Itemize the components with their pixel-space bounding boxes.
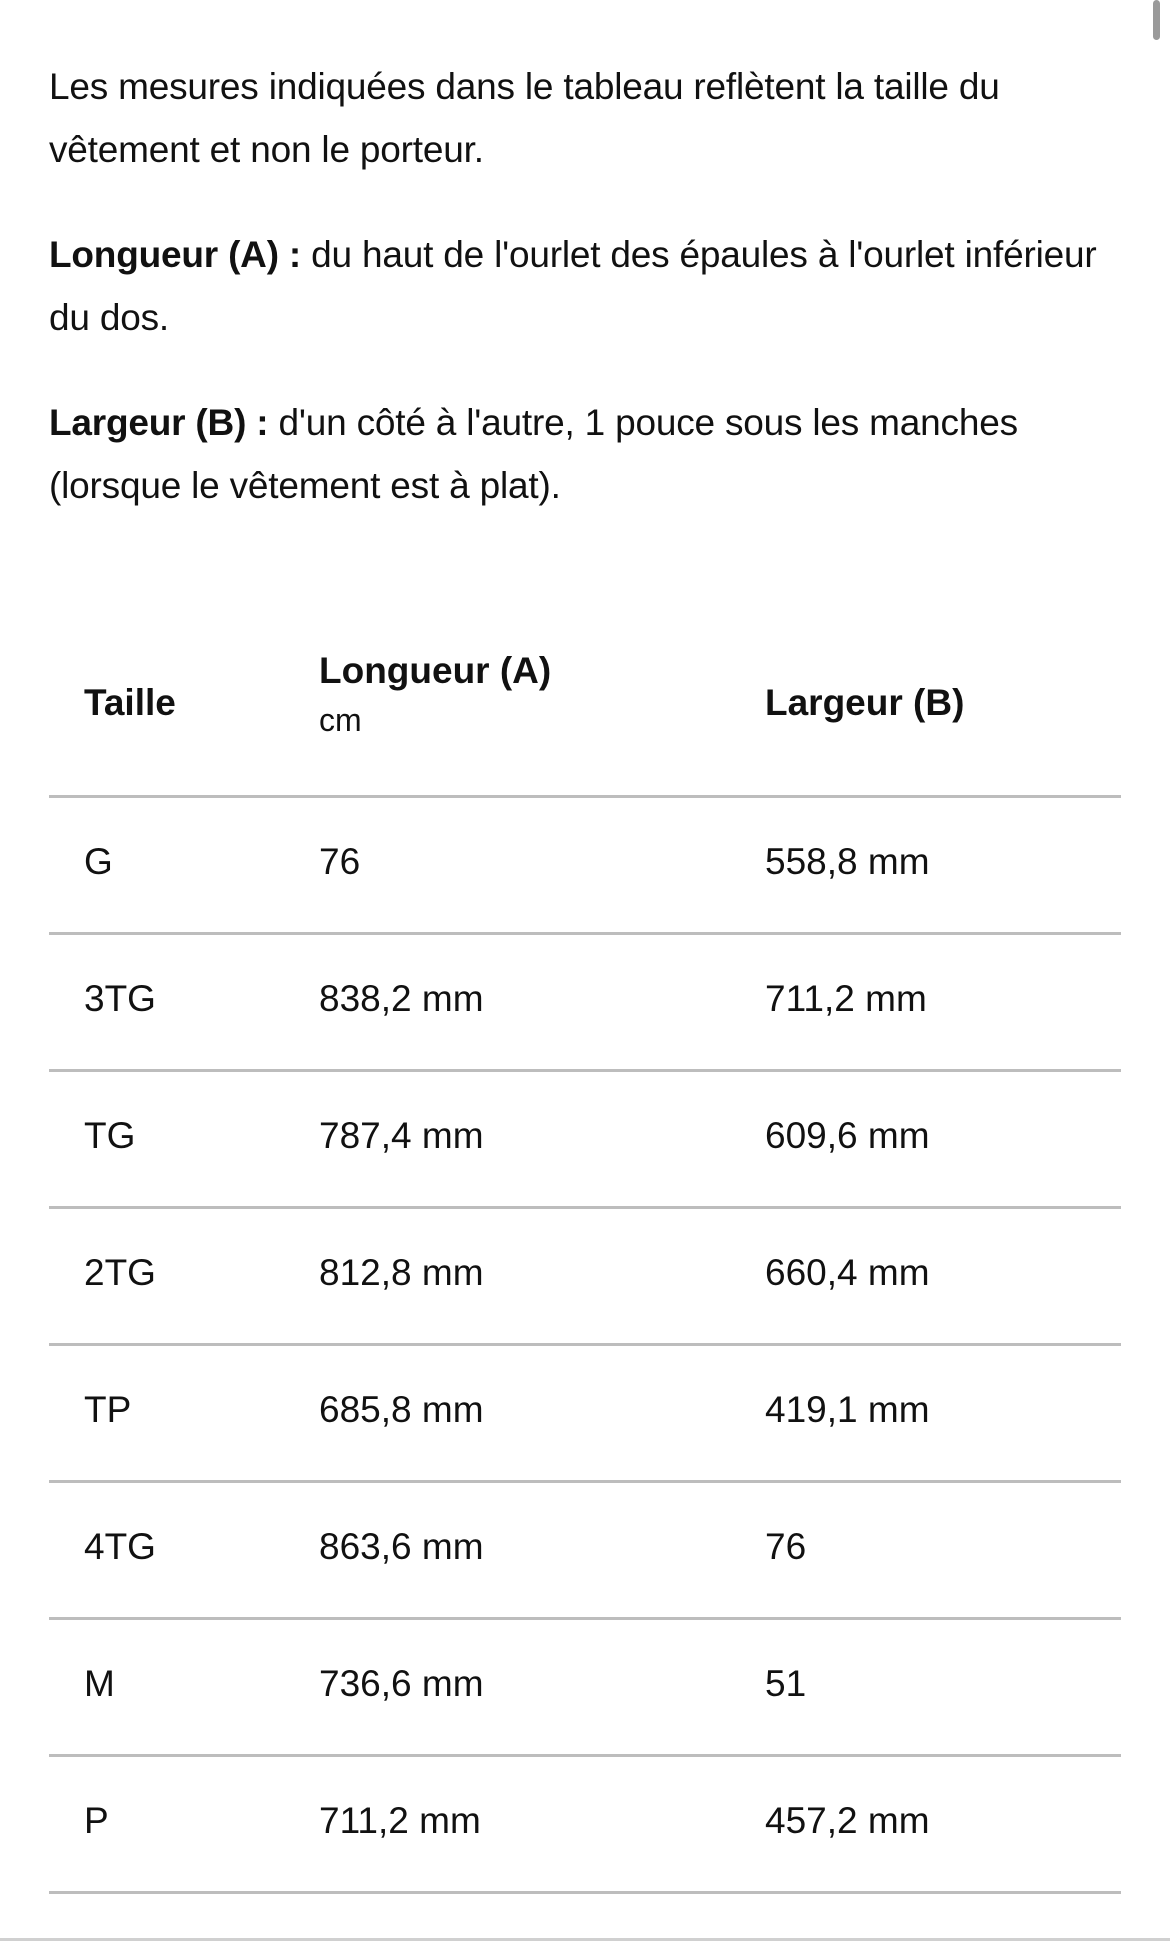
definition-text: d'un côté à l'autre, 1 pouce sous les ma… <box>49 402 1018 506</box>
cell-size: 2TG <box>84 1252 156 1293</box>
cell-width: 558,8 mm <box>765 841 930 882</box>
cell-length: 685,8 mm <box>319 1389 484 1430</box>
table-row: TP 685,8 mm 419,1 mm <box>49 1346 1121 1483</box>
table-body: G 76 558,8 mm 3TG 838,2 mm 711,2 mm TG 787,4 mm… <box>49 798 1121 1894</box>
intro-text: Les mesures indiquées dans le tableau re… <box>49 66 1000 170</box>
definition-text: du haut de l'ourlet des épaules à l'ourl… <box>49 234 1097 338</box>
cell-length: 736,6 mm <box>319 1663 484 1704</box>
cell-size: M <box>84 1663 115 1704</box>
cell-width: 711,2 mm <box>765 978 927 1019</box>
table-row: G 76 558,8 mm <box>49 798 1121 935</box>
cell-size: 4TG <box>84 1526 156 1567</box>
header-length-label: Longueur (A) <box>319 650 552 691</box>
cell-width: 609,6 mm <box>765 1115 930 1156</box>
header-width: Largeur (B) <box>765 682 965 723</box>
cell-width: 660,4 mm <box>765 1252 930 1293</box>
cell-length: 787,4 mm <box>319 1115 484 1156</box>
definition-term: Longueur (A) : <box>49 234 302 275</box>
table-row: 4TG 863,6 mm 76 <box>49 1483 1121 1620</box>
scrollbar[interactable] <box>1153 0 1160 40</box>
cell-length: 76 <box>319 841 361 882</box>
table-row: 3TG 838,2 mm 711,2 mm <box>49 935 1121 1072</box>
size-table: Taille Longueur (A) cm Largeur (B) G 76 558… <box>49 640 1121 1894</box>
cell-width: 419,1 mm <box>765 1389 930 1430</box>
table-row: TG 787,4 mm 609,6 mm <box>49 1072 1121 1209</box>
table-header: Taille Longueur (A) cm Largeur (B) <box>49 640 1121 798</box>
cell-length: 838,2 mm <box>319 978 484 1019</box>
cell-width: 76 <box>765 1526 807 1567</box>
cell-size: 3TG <box>84 978 156 1019</box>
cell-width: 457,2 mm <box>765 1800 930 1841</box>
header-length: Longueur (A) cm <box>319 650 551 739</box>
header-size: Taille <box>84 682 176 723</box>
cell-size: P <box>84 1800 109 1841</box>
header-length-unit: cm <box>319 702 362 738</box>
cell-length: 863,6 mm <box>319 1526 484 1567</box>
definition-term: Largeur (B) : <box>49 402 269 443</box>
definition-length: Longueur (A) : du haut de l'ourlet des é… <box>49 223 1129 349</box>
cell-size: G <box>84 841 113 882</box>
table-row: 2TG 812,8 mm 660,4 mm <box>49 1209 1121 1346</box>
cell-width: 51 <box>765 1663 807 1704</box>
definition-width: Largeur (B) : d'un côté à l'autre, 1 pou… <box>49 391 1129 517</box>
cell-length: 812,8 mm <box>319 1252 484 1293</box>
cell-size: TP <box>84 1389 132 1430</box>
cell-size: TG <box>84 1115 136 1156</box>
table-row: M 736,6 mm 51 <box>49 1620 1121 1757</box>
divider <box>0 1938 1170 1941</box>
cell-length: 711,2 mm <box>319 1800 481 1841</box>
table-row: P 711,2 mm 457,2 mm <box>49 1757 1121 1894</box>
